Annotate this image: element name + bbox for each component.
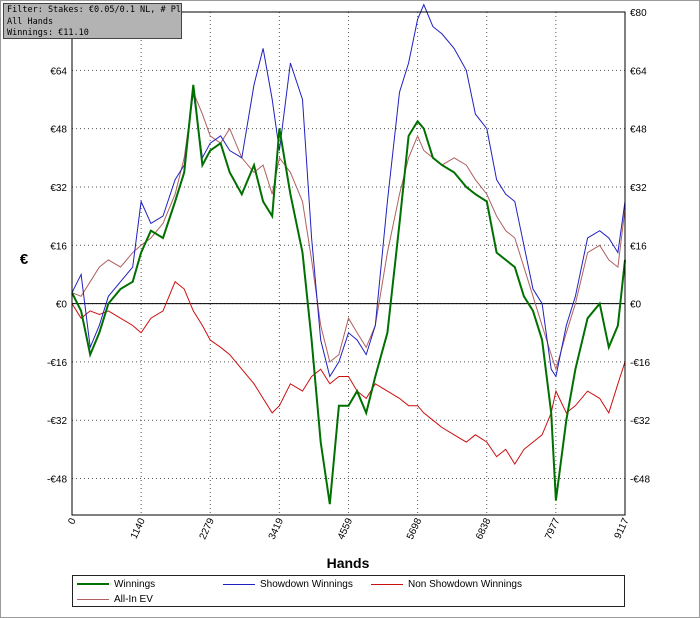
legend-item-allin-ev: All-In EV — [77, 592, 153, 606]
y-tick-label-left: -€48 — [47, 475, 67, 486]
y-tick-label-right: -€16 — [630, 358, 650, 369]
y-tick-label-right: €32 — [630, 183, 647, 194]
y-tick-label-right: €80 — [630, 8, 647, 19]
y-tick-label-right: -€48 — [630, 475, 650, 486]
x-tick-label: 7977 — [543, 516, 563, 541]
series-group — [71, 3, 626, 505]
y-tick-label-right: €16 — [630, 241, 647, 252]
x-tick-label: 1140 — [129, 516, 148, 541]
y-tick-label-left: €16 — [50, 241, 67, 252]
x-axis-label: Hands — [327, 555, 370, 571]
y-tick-label-right: €64 — [630, 66, 647, 77]
x-tick-label: 5698 — [405, 516, 425, 541]
y-tick-label-left: €32 — [50, 183, 67, 194]
chart-legend: Winnings Showdown Winnings Non Showdown … — [72, 575, 625, 607]
y-tick-label-left: €0 — [56, 300, 68, 311]
allin-ev-line — [71, 90, 626, 371]
legend-item-winnings: Winnings — [77, 577, 155, 591]
legend-swatch-showdown — [223, 583, 255, 585]
x-tick-label: 6838 — [474, 516, 494, 541]
y-tick-label-left: €48 — [50, 125, 67, 136]
legend-item-showdown: Showdown Winnings — [223, 577, 353, 591]
filter-stakes-text: Filter: Stakes: €0.05/0.1 NL, # Players: — [7, 5, 181, 15]
legend-item-non-showdown: Non Showdown Winnings — [371, 577, 522, 591]
x-tick-label: 9117 — [613, 516, 632, 541]
x-tick-label: 0 — [66, 516, 79, 526]
filter-summary-box: Filter: Stakes: €0.05/0.1 NL, # Players:… — [3, 3, 182, 39]
x-tick-label: 2279 — [198, 516, 218, 541]
x-tick-label: 4559 — [336, 516, 356, 541]
y-tick-label-left: -€16 — [47, 358, 67, 369]
y-axis-right: -€48 -€32 -€16 €0 €16 €32 €48 €64 €80 — [630, 8, 650, 486]
legend-swatch-allin-ev — [77, 598, 109, 600]
x-axis: 0 1140 2279 3419 4559 5698 6838 7977 9117 — [66, 516, 632, 541]
y-tick-label-right: €48 — [630, 125, 647, 136]
legend-label-winnings: Winnings — [114, 578, 156, 590]
non-showdown-winnings-line — [71, 280, 626, 465]
legend-label-allin-ev: All-In EV — [114, 593, 153, 605]
showdown-winnings-line — [71, 3, 626, 378]
plot-area — [72, 12, 625, 515]
y-tick-label-right: €0 — [630, 300, 642, 311]
y-axis-left: -€48-€32-€16€0€16€32€48€64€80 — [47, 8, 67, 486]
filter-winnings-text: Winnings: €11.10 — [7, 28, 89, 38]
legend-label-showdown: Showdown Winnings — [260, 578, 353, 590]
y-tick-label-left: €64 — [50, 66, 67, 77]
filter-hands-text: All Hands — [7, 16, 54, 27]
y-tick-label-left: -€32 — [47, 416, 67, 427]
legend-swatch-non-showdown — [371, 583, 403, 585]
x-tick-label: 3419 — [267, 516, 287, 541]
legend-label-non-showdown: Non Showdown Winnings — [408, 578, 522, 590]
y-axis-label: € — [20, 251, 29, 268]
legend-swatch-winnings — [77, 583, 109, 585]
plot-border — [71, 11, 626, 516]
y-tick-label-right: -€32 — [630, 416, 650, 427]
winnings-line — [71, 84, 626, 505]
